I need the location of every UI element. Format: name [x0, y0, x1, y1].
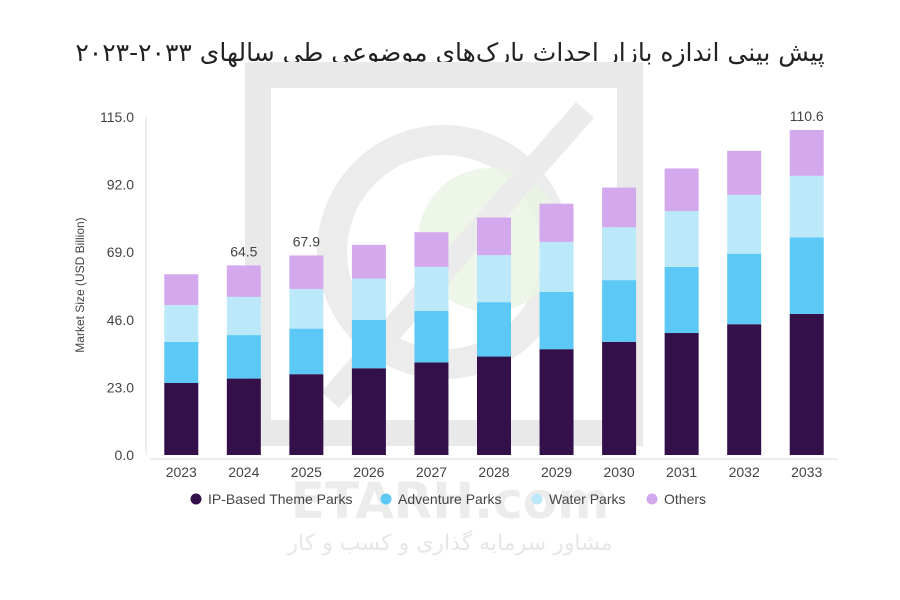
x-tick-label: 2023	[166, 464, 197, 480]
bar-segment-water-parks	[727, 194, 762, 254]
y-tick-label: 46.0	[107, 312, 134, 328]
y-tick-label: 115.0	[100, 109, 134, 125]
bar-segment-adventure-parks	[226, 335, 261, 379]
bar-segment-others	[602, 187, 637, 228]
x-tick-label: 2026	[353, 464, 384, 480]
bar-segment-others	[289, 255, 324, 289]
bar-segment-others	[477, 217, 511, 256]
x-tick-label: 2027	[416, 464, 447, 480]
legend-label: IP-Based Theme Parks	[208, 491, 352, 507]
x-tick-label: 2028	[478, 464, 509, 480]
y-tick-label: 69.0	[107, 244, 134, 260]
x-tick-label: 2024	[228, 464, 259, 480]
bar-segment-ip-based-theme-parks	[414, 362, 449, 455]
y-axis-label: Market Size (USD Billion)	[73, 217, 87, 352]
bar-segment-adventure-parks	[351, 319, 386, 369]
bar-segment-ip-based-theme-parks	[351, 368, 386, 455]
total-label: 64.5	[230, 243, 257, 259]
legend-marker	[646, 493, 658, 505]
bar-segment-others	[351, 244, 386, 279]
bar-segment-ip-based-theme-parks	[477, 356, 511, 455]
bar-segment-water-parks	[602, 227, 637, 281]
x-axis: 2023 2024 2025 2026 2027 2028 2029 2030 2031 2032…	[150, 458, 838, 480]
x-tick-label: 2025	[291, 464, 322, 480]
bar-segment-water-parks	[164, 305, 199, 342]
bar-segment-adventure-parks	[539, 291, 574, 350]
bar-segment-ip-based-theme-parks	[289, 374, 324, 455]
bar-segment-water-parks	[789, 175, 824, 238]
bar-segment-water-parks	[664, 211, 699, 267]
x-tick-label: 2030	[604, 464, 635, 480]
y-tick-label: 23.0	[107, 379, 134, 395]
bar-segment-ip-based-theme-parks	[164, 382, 199, 455]
bar-segment-adventure-parks	[289, 328, 324, 375]
watermark-brand: ETARH.com	[291, 472, 610, 530]
bar-segment-others	[164, 274, 199, 306]
bar-segment-ip-based-theme-parks	[226, 378, 261, 455]
bar-segment-adventure-parks	[164, 341, 199, 383]
x-tick-label: 2032	[729, 464, 760, 480]
bar-segment-adventure-parks	[789, 237, 824, 314]
bar-segment-others	[664, 168, 699, 212]
bar-segment-ip-based-theme-parks	[539, 349, 574, 455]
total-labels: 64.5 67.9 110.6	[230, 108, 824, 259]
legend-marker	[531, 493, 543, 505]
legend-marker	[190, 493, 202, 505]
y-axis: 0.0 23.0 46.0 69.0 92.0 115.0	[100, 109, 147, 463]
bar-segment-adventure-parks	[664, 266, 699, 334]
bar-segment-ip-based-theme-parks	[727, 324, 762, 455]
total-label: 67.9	[293, 233, 320, 249]
bar-segment-others	[226, 265, 261, 297]
bar-segment-adventure-parks	[602, 280, 637, 342]
y-tick-label: 0.0	[115, 447, 135, 463]
bar-segment-others	[727, 150, 762, 195]
bar-segment-ip-based-theme-parks	[602, 341, 637, 455]
bar-segment-others	[414, 232, 449, 267]
total-label: 110.6	[790, 108, 824, 124]
bar-segment-adventure-parks	[477, 302, 511, 357]
bar-segment-ip-based-theme-parks	[664, 333, 699, 455]
bar-segment-water-parks	[351, 278, 386, 320]
watermark-tagline: مشاور سرمایه گذاری و کسب و کار	[286, 530, 612, 556]
bar-segment-others	[789, 129, 824, 176]
bar-segment-water-parks	[289, 288, 324, 329]
bar-segment-adventure-parks	[414, 310, 449, 363]
bar-segment-others	[539, 203, 574, 242]
bar-segment-ip-based-theme-parks	[789, 313, 824, 455]
bar-segment-water-parks	[539, 241, 574, 292]
x-tick-label: 2031	[666, 464, 697, 480]
bars	[164, 129, 824, 455]
legend: IP-Based Theme Parks Adventure Parks Water…	[190, 491, 706, 507]
bar-segment-adventure-parks	[727, 253, 762, 325]
legend-label: Water Parks	[549, 491, 626, 507]
bar-segment-water-parks	[414, 266, 449, 311]
legend-marker	[380, 493, 392, 505]
legend-label: Others	[664, 491, 706, 507]
x-tick-label: 2033	[791, 464, 822, 480]
bar-segment-water-parks	[477, 255, 511, 303]
y-tick-label: 92.0	[107, 177, 134, 193]
x-tick-label: 2029	[541, 464, 572, 480]
legend-label: Adventure Parks	[398, 491, 502, 507]
bar-segment-water-parks	[226, 296, 261, 336]
